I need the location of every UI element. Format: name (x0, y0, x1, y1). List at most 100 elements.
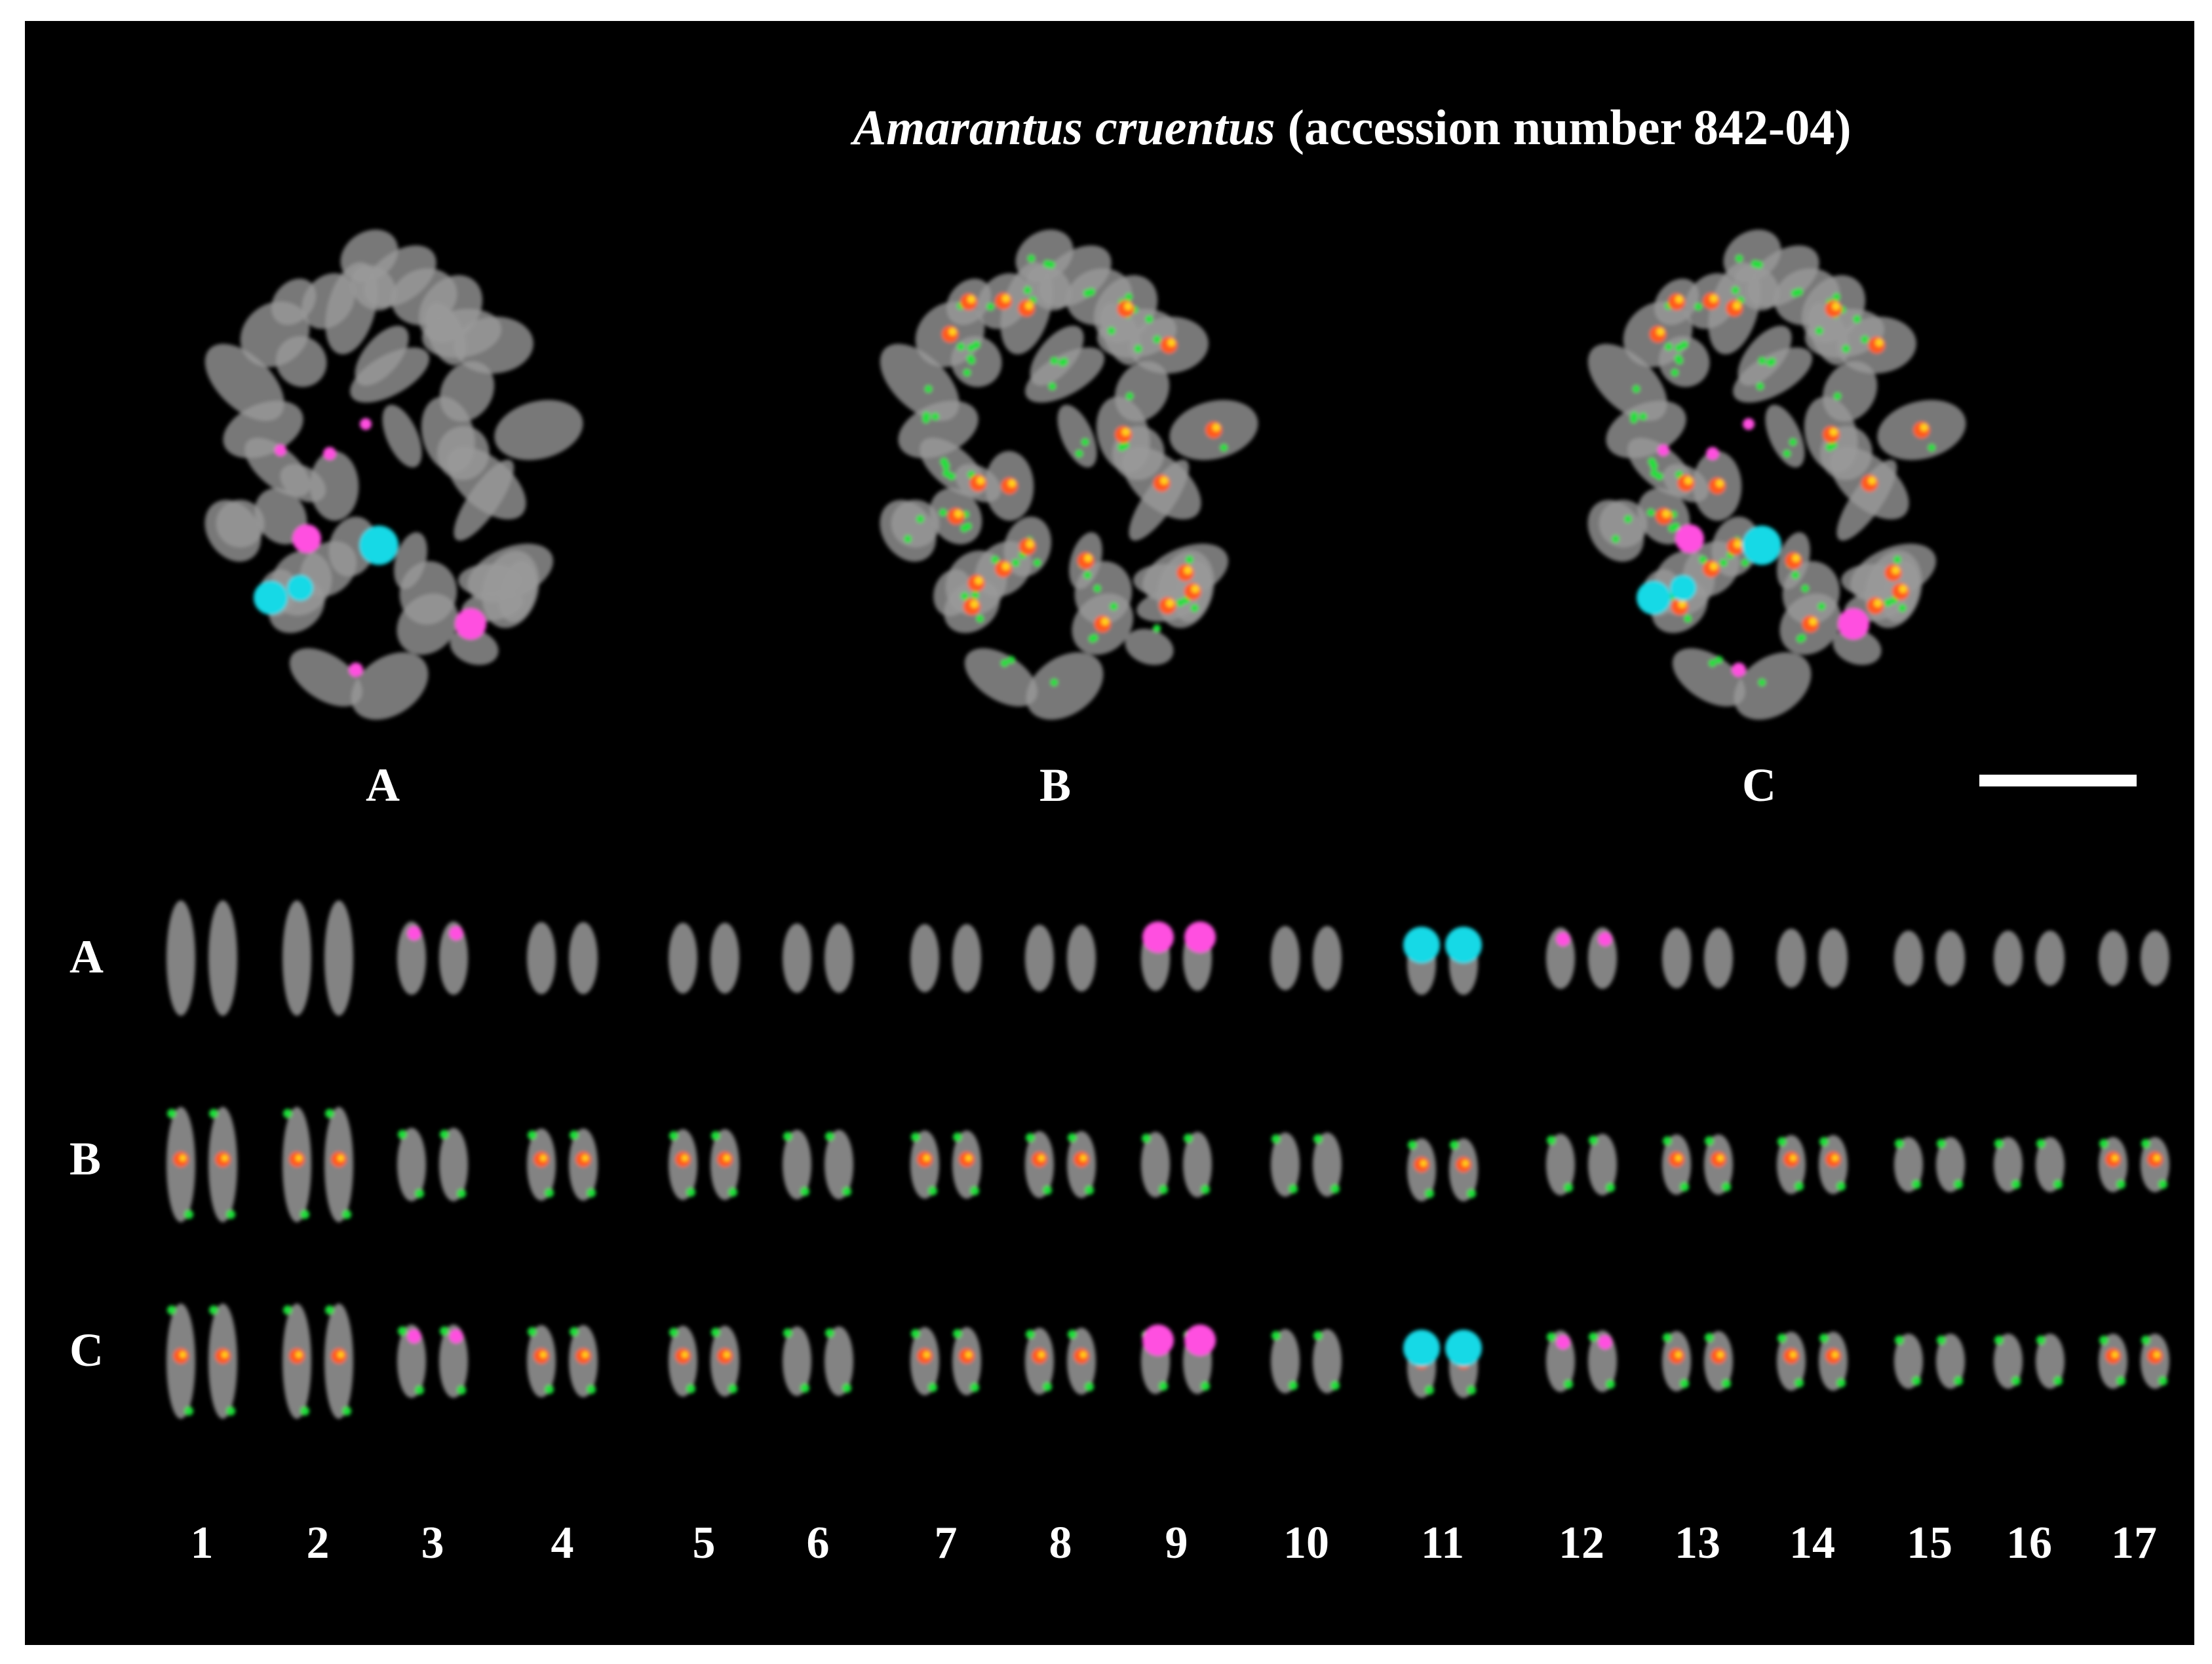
chromosome-number: 15 (1907, 1518, 1952, 1568)
chromosome (2099, 1334, 2127, 1389)
probe-signal-green (1895, 1139, 1904, 1148)
probe-signal-green (1777, 1137, 1787, 1146)
chromosome (351, 652, 429, 720)
probe-signal-green (440, 1130, 449, 1139)
chromosome (275, 336, 327, 387)
probe-signal-green (2053, 1180, 2063, 1189)
chromosome (1445, 927, 1482, 995)
chromosome (669, 923, 697, 994)
probe-signal-green (1735, 254, 1743, 263)
probe-signal-green (1777, 1334, 1787, 1343)
scale-bar (1979, 775, 2137, 786)
chromatid (1936, 1137, 1965, 1192)
probe-signal-yellow (180, 1155, 186, 1161)
probe-signal-magenta (1743, 418, 1755, 430)
probe-signal-yellow (1080, 1351, 1087, 1358)
chromosome (1183, 921, 1216, 991)
probe-signal-green (971, 591, 979, 600)
probe-signal-green (1819, 1334, 1829, 1343)
chromosome (1183, 1132, 1212, 1197)
probe-signal-yellow (1875, 338, 1884, 347)
probe-signal-green (1705, 1136, 1714, 1146)
title-species: Amarantus cruentus (853, 100, 1275, 155)
probe-signal-green (728, 1188, 737, 1197)
probe-signal-green (1684, 614, 1692, 623)
chromosome (397, 593, 459, 655)
probe-signal-green (976, 614, 984, 623)
probe-signal-green (167, 1109, 176, 1118)
chromatid (783, 1130, 811, 1199)
probe-signal-green (1085, 1382, 1094, 1391)
chromosome (910, 1327, 939, 1395)
chromosome (439, 1128, 468, 1201)
probe-signal-green (1011, 558, 1020, 567)
probe-signal-green (1050, 678, 1058, 687)
chromatid (324, 900, 353, 1016)
chromosome-number: 4 (551, 1518, 574, 1568)
chromosome (282, 1304, 311, 1419)
chromatid (783, 1326, 811, 1396)
probe-signal-yellow (1038, 1351, 1045, 1358)
probe-signal-cyan (1445, 927, 1482, 963)
chromatid (825, 1130, 853, 1199)
probe-signal-yellow (682, 1351, 688, 1358)
chromatid (569, 922, 598, 994)
chromosome (1449, 1138, 1478, 1201)
chromosome (458, 564, 524, 597)
probe-signal-yellow (970, 600, 979, 608)
chromatid (397, 1128, 426, 1201)
chromosome-number: 3 (421, 1518, 444, 1568)
probe-signal-green (928, 1383, 937, 1392)
chromatid (2036, 931, 2065, 986)
probe-signal-green (1589, 1332, 1598, 1342)
probe-signal-green (1467, 1385, 1476, 1395)
chromosome (1588, 1330, 1617, 1392)
probe-signal-green (1467, 1189, 1476, 1198)
probe-signal-green (1768, 357, 1776, 366)
probe-signal-magenta (1598, 932, 1612, 946)
chromosome (289, 648, 362, 706)
probe-signal-green (325, 1109, 334, 1118)
chromosome (1125, 629, 1174, 665)
probe-signal-magenta (1675, 524, 1704, 553)
chromosome (910, 924, 939, 992)
chromosome (1546, 1134, 1575, 1195)
chromatid (1894, 931, 1923, 986)
probe-signal-green (939, 508, 947, 516)
chromosome (1030, 325, 1084, 386)
probe-signal-green (669, 1328, 678, 1337)
chromosome (1313, 1132, 1342, 1197)
probe-signal-magenta (1706, 447, 1719, 460)
probe-signal-green (226, 1406, 235, 1416)
probe-signal-green (1043, 1382, 1052, 1391)
chromatid (397, 921, 426, 995)
chromatid (710, 923, 739, 994)
title-accession: (accession number 842-04) (1275, 100, 1852, 155)
probe-signal-green (1271, 1134, 1281, 1144)
chromatid (1777, 929, 1806, 988)
probe-signal-magenta (449, 1329, 463, 1344)
probe-signal-cyan (254, 581, 288, 615)
probe-signal-yellow (923, 1155, 930, 1161)
probe-signal-green (1623, 515, 1632, 524)
chromosome (1777, 1332, 1806, 1391)
probe-signal-yellow (1656, 327, 1665, 336)
probe-signal-yellow (222, 1351, 228, 1358)
chromosome-number: 10 (1283, 1518, 1329, 1568)
chromosome (350, 347, 430, 403)
probe-signal-green (528, 1327, 537, 1336)
chromosome (1765, 404, 1805, 468)
chromosome (2036, 1137, 2065, 1192)
probe-signal-green (963, 368, 971, 377)
chromatid (1994, 1137, 2023, 1192)
probe-signal-green (342, 1406, 351, 1416)
chromosome (1662, 1134, 1691, 1195)
chromosome (340, 229, 398, 282)
chromosome (1737, 325, 1792, 386)
probe-signal-green (2099, 1139, 2108, 1148)
probe-signal-green (1220, 444, 1228, 452)
probe-signal-green (1836, 1378, 1846, 1387)
chromatid (783, 923, 811, 993)
probe-signal-green (1795, 288, 1804, 296)
probe-signal-green (1801, 584, 1810, 592)
